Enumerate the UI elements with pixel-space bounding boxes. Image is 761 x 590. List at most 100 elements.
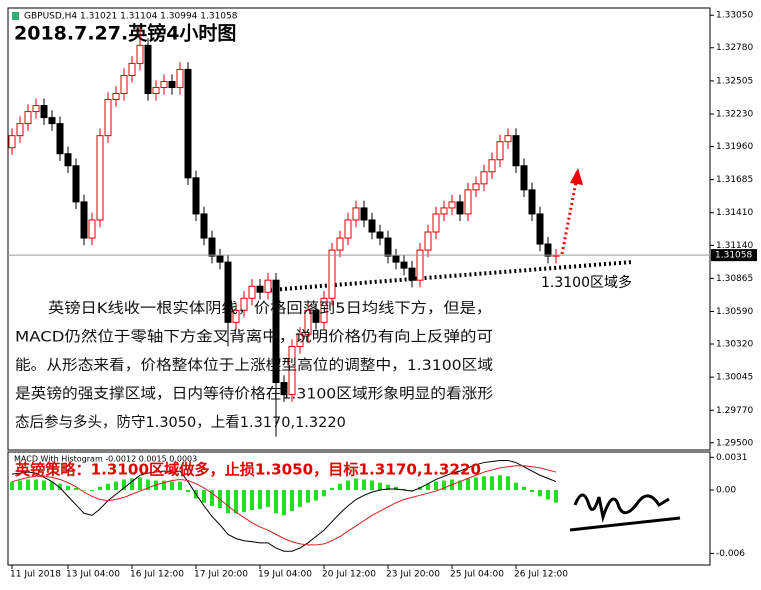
macd-tick-label: 0.0031 (716, 453, 748, 463)
note-line: 是英镑的强支撑区域，日内等待价格在1.3100区域形象明显的看涨形 (15, 385, 494, 403)
candle-body (48, 117, 56, 125)
macd-bar (50, 481, 54, 491)
candle-body (72, 165, 80, 203)
current-price-box (711, 249, 757, 262)
y-tick-label: 1.31960 (716, 142, 753, 152)
y-tick-label: 1.30865 (716, 274, 753, 284)
candle-body (408, 267, 416, 281)
macd-bar (370, 480, 374, 491)
annotation: 1.3100区域多 (541, 274, 632, 291)
candle-body (152, 86, 160, 95)
candle-body (40, 105, 48, 119)
candle-body (144, 44, 152, 95)
macd-bar (458, 480, 462, 491)
macd-bar (410, 490, 414, 491)
macd-bar (18, 480, 22, 491)
candle-body (488, 159, 496, 173)
candle-body (256, 285, 264, 293)
y-tick-label: 1.31140 (716, 241, 753, 251)
macd-bar (106, 483, 110, 491)
macd-bar (338, 483, 342, 491)
macd-bar (82, 490, 86, 491)
strategy: 英镑策略：1.3100区域做多，止损1.3050，目标1.3170,1.3220 (15, 461, 481, 479)
macd-bar (466, 478, 470, 491)
candle-body (536, 213, 544, 245)
macd-bar (58, 483, 62, 491)
candle-body (320, 297, 328, 323)
candle-body (288, 345, 296, 396)
candle-body (416, 249, 424, 281)
macd-bar (506, 476, 510, 491)
macd-bar (322, 490, 326, 497)
candle-body (448, 201, 456, 209)
x-tick-label: 17 Jul 20:00 (194, 570, 248, 580)
macd-bar (42, 480, 46, 491)
candle-body (232, 309, 240, 323)
macd-bar (538, 490, 542, 497)
x-tick-label: 13 Jul 04:00 (66, 570, 120, 580)
note-line: 态后参与多头，防守1.3050，上看1.3170,1.3220 (15, 414, 346, 431)
x-tick-label: 19 Jul 04:00 (258, 570, 312, 580)
macd-bar (482, 476, 486, 491)
y-tick-label: 1.30045 (716, 373, 753, 383)
macd-panel (7, 451, 711, 566)
candle-body (504, 135, 512, 143)
macd-tick-label: -0.006 (716, 549, 745, 559)
candle-body (512, 135, 520, 167)
candle-body (264, 279, 272, 293)
macd-bar (522, 486, 526, 491)
macd-bar (250, 490, 254, 511)
macd-bar (426, 483, 430, 491)
candle-body (272, 279, 280, 384)
candle-body (8, 135, 16, 149)
macd-bar (90, 490, 94, 492)
macd-bar (554, 490, 558, 503)
macd-bar (346, 480, 350, 491)
macd-bar (10, 481, 14, 491)
candle-body (120, 74, 128, 95)
x-tick-label: 23 Jul 20:00 (386, 570, 440, 580)
macd-bar (266, 490, 270, 507)
candle-body (344, 219, 352, 239)
current-price-label: 1.31058 (715, 251, 752, 261)
chart-title: 2018.7.27.英镑4小时图 (14, 22, 236, 45)
candle-body (304, 309, 312, 335)
y-tick-label: 1.29500 (716, 438, 753, 448)
plot (8, 27, 560, 552)
x-tick-label: 16 Jul 12:00 (130, 570, 184, 580)
y-tick-label: 1.31410 (716, 208, 753, 218)
macd-bar (210, 490, 214, 506)
candle-body (248, 285, 256, 299)
macd-bar (162, 480, 166, 491)
macd-bar (314, 490, 318, 501)
macd-bar (442, 480, 446, 491)
candle-body (280, 382, 288, 396)
candle-body (96, 135, 104, 221)
candle-body (360, 207, 368, 221)
macd-bar (170, 481, 174, 491)
x-tick-label: 20 Jul 12:00 (322, 570, 376, 580)
macd-bar (490, 476, 494, 491)
note-line: 能。从形态来看，价格整体位于上涨楔型高位的调整中，1.3100区域 (15, 357, 493, 374)
candle-body (112, 93, 120, 101)
candle-body (24, 111, 32, 125)
macd-bar (114, 481, 118, 491)
macd-bar (298, 490, 302, 507)
macd-bar (474, 477, 478, 491)
macd-bar (178, 481, 182, 491)
candle-body (368, 219, 376, 233)
y-tick-label: 1.30590 (716, 307, 753, 317)
candle-body (296, 333, 304, 347)
candle-body (184, 68, 192, 179)
candle-body (312, 309, 320, 323)
x-tick-label: 25 Jul 04:00 (450, 570, 504, 580)
macd-bar (130, 478, 134, 491)
candle-body (128, 62, 136, 76)
macd-bar (530, 490, 534, 493)
macd-bar (34, 479, 38, 491)
candle-body (168, 80, 176, 88)
y-tick-label: 1.33050 (716, 11, 753, 21)
candle-body (176, 68, 184, 88)
